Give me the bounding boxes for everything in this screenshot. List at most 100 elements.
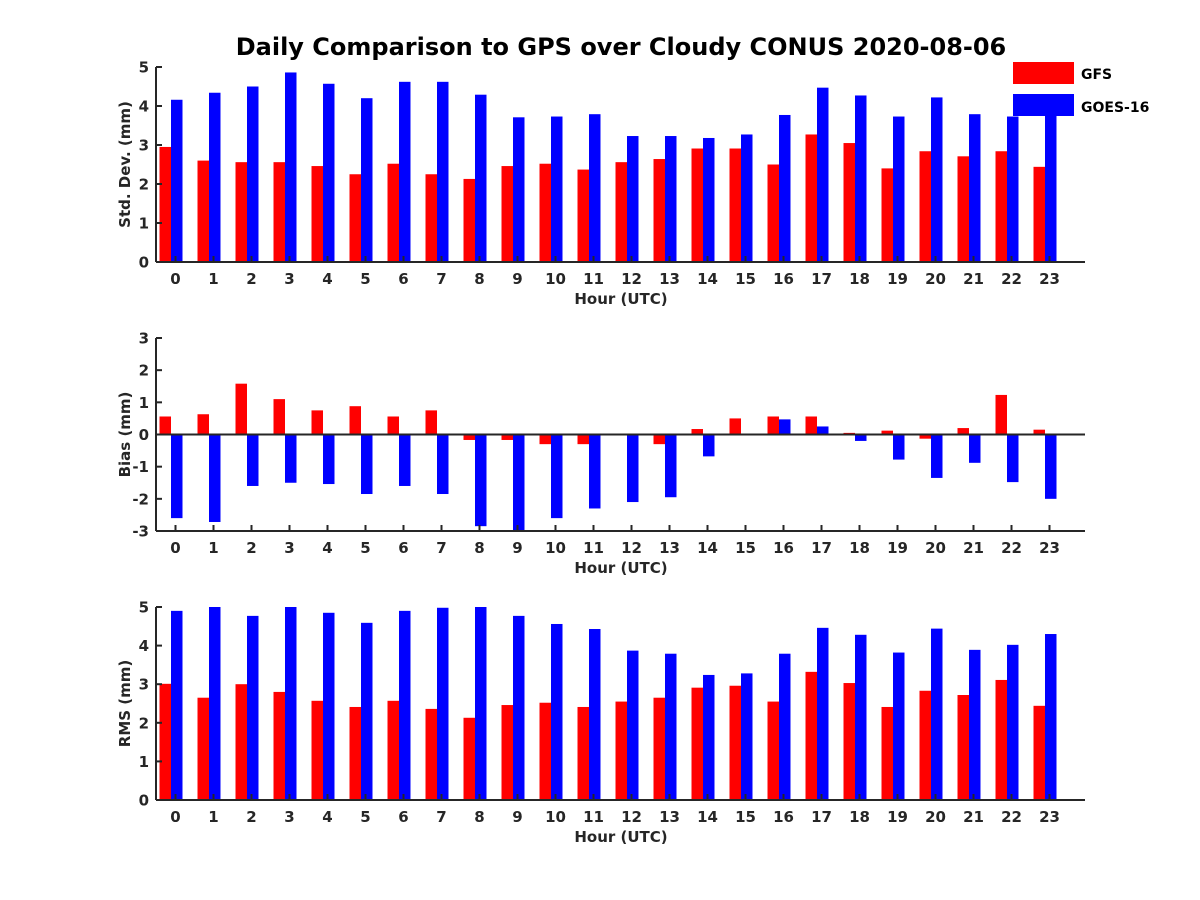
x-axis-label: Hour (UTC)	[574, 559, 667, 577]
x-tick-label: 22	[1001, 808, 1022, 826]
bar-goes16-hour-21	[969, 434, 981, 463]
x-tick-label: 16	[773, 539, 794, 557]
bar-goes16-hour-10	[551, 116, 563, 262]
bar-gfs-hour-10	[539, 434, 551, 445]
bar-gfs-hour-18	[843, 143, 855, 262]
bar-goes16-hour-8	[475, 94, 487, 262]
bar-gfs-hour-2	[235, 383, 247, 435]
x-tick-label: 5	[360, 808, 370, 826]
y-tick-label: 0	[139, 792, 149, 810]
y-tick-label: 0	[139, 426, 149, 444]
x-tick-label: 11	[583, 808, 604, 826]
bar-gfs-hour-15	[729, 418, 741, 435]
legend: GFS GOES-16	[1013, 62, 1149, 116]
bar-goes16-hour-20	[931, 97, 943, 262]
x-tick-label: 2	[246, 270, 256, 288]
bar-gfs-hour-17	[805, 134, 817, 262]
y-tick-label: 2	[139, 362, 149, 380]
x-tick-label: 12	[621, 270, 642, 288]
x-tick-label: 16	[773, 808, 794, 826]
x-tick-label: 16	[773, 270, 794, 288]
x-axis-label: Hour (UTC)	[574, 290, 667, 308]
x-tick-label: 19	[887, 539, 908, 557]
legend-label-gfs: GFS	[1081, 67, 1112, 83]
x-tick-label: 14	[697, 808, 718, 826]
bar-gfs-hour-19	[881, 168, 893, 262]
x-tick-label: 3	[284, 808, 294, 826]
bar-goes16-hour-23	[1045, 434, 1057, 499]
bar-gfs-hour-14	[691, 148, 703, 262]
bar-goes16-hour-14	[703, 674, 715, 800]
bar-goes16-hour-16	[779, 419, 791, 435]
bar-gfs-hour-13	[653, 159, 665, 262]
bar-gfs-hour-13	[653, 697, 665, 800]
bar-goes16-hour-22	[1007, 644, 1019, 800]
bar-gfs-hour-18	[843, 683, 855, 800]
bar-goes16-hour-5	[361, 98, 373, 262]
bar-goes16-hour-11	[589, 114, 601, 262]
bar-gfs-hour-11	[577, 169, 589, 262]
x-tick-label: 13	[659, 270, 680, 288]
bar-gfs-hour-0	[159, 416, 171, 435]
bar-goes16-hour-18	[855, 634, 867, 800]
y-tick-label: 1	[139, 394, 149, 412]
x-tick-label: 15	[735, 270, 756, 288]
x-tick-label: 4	[322, 270, 332, 288]
bar-gfs-hour-6	[387, 700, 399, 800]
bar-goes16-hour-2	[247, 615, 259, 800]
y-tick-label: -1	[132, 458, 149, 476]
x-tick-label: 0	[170, 539, 180, 557]
x-tick-label: 3	[284, 270, 294, 288]
bar-goes16-hour-13	[665, 136, 677, 262]
x-tick-label: 21	[963, 808, 984, 826]
bar-gfs-hour-1	[197, 697, 209, 800]
bar-goes16-hour-20	[931, 434, 943, 478]
bar-gfs-hour-12	[615, 701, 627, 800]
bar-gfs-hour-0	[159, 683, 171, 800]
bar-goes16-hour-22	[1007, 434, 1019, 483]
bar-goes16-hour-17	[817, 627, 829, 800]
bar-goes16-hour-3	[285, 607, 297, 800]
bar-goes16-hour-7	[437, 81, 449, 262]
x-tick-label: 14	[697, 270, 718, 288]
bar-gfs-hour-9	[501, 705, 513, 800]
bar-goes16-hour-12	[627, 136, 639, 262]
x-tick-label: 9	[512, 808, 522, 826]
bar-gfs-hour-14	[691, 687, 703, 800]
bar-goes16-hour-10	[551, 434, 563, 519]
bar-goes16-hour-4	[323, 434, 335, 485]
x-tick-label: 0	[170, 808, 180, 826]
y-tick-label: -2	[132, 490, 149, 508]
x-tick-label: 15	[735, 808, 756, 826]
bar-goes16-hour-0	[171, 99, 183, 262]
y-tick-label: 3	[139, 330, 149, 348]
bar-gfs-hour-20	[919, 690, 931, 800]
bar-goes16-hour-15	[741, 134, 753, 262]
x-tick-label: 6	[398, 270, 408, 288]
bar-goes16-hour-21	[969, 649, 981, 800]
bar-goes16-hour-12	[627, 434, 639, 503]
bar-goes16-hour-16	[779, 653, 791, 800]
x-tick-label: 8	[474, 808, 484, 826]
x-tick-label: 21	[963, 539, 984, 557]
bar-gfs-hour-11	[577, 706, 589, 800]
bar-goes16-hour-13	[665, 653, 677, 800]
bar-goes16-hour-4	[323, 83, 335, 263]
x-tick-label: 20	[925, 270, 946, 288]
y-tick-label: 0	[139, 254, 149, 272]
bar-gfs-hour-10	[539, 702, 551, 800]
x-tick-label: 21	[963, 270, 984, 288]
y-axis-label: RMS (mm)	[116, 660, 134, 747]
bar-goes16-hour-0	[171, 434, 183, 519]
bar-goes16-hour-22	[1007, 116, 1019, 262]
legend-swatch-goes16	[1013, 94, 1074, 116]
y-tick-label: 1	[139, 753, 149, 771]
bar-gfs-hour-4	[311, 700, 323, 800]
y-tick-label: 5	[139, 599, 149, 617]
x-tick-label: 7	[436, 808, 446, 826]
bar-goes16-hour-13	[665, 434, 677, 498]
y-tick-label: 2	[139, 176, 149, 194]
bar-goes16-hour-18	[855, 434, 867, 441]
bar-goes16-hour-19	[893, 652, 905, 800]
